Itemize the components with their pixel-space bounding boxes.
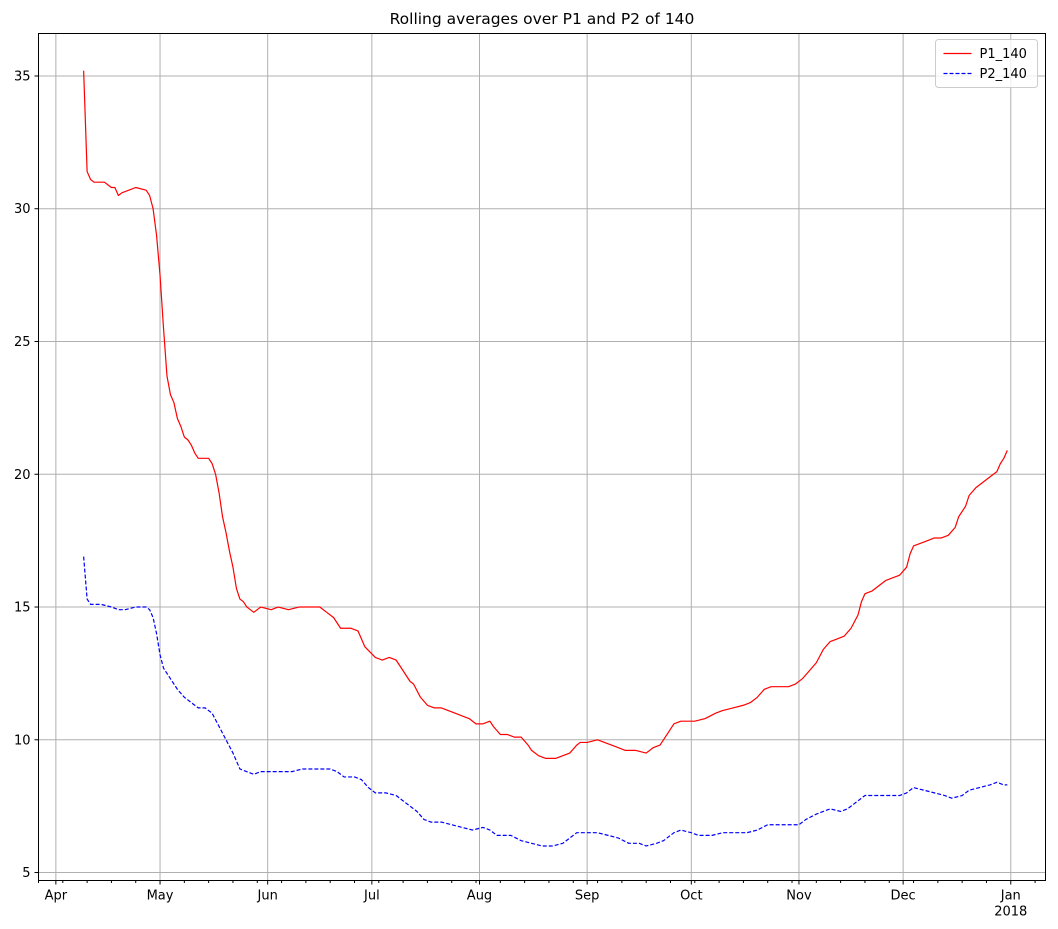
x-tick-label: Jul bbox=[363, 889, 380, 904]
y-tick-label: 35 bbox=[14, 69, 31, 84]
legend: P1_140 P2_140 bbox=[935, 39, 1038, 88]
grid-lines bbox=[38, 33, 1046, 881]
x-tick-label: Apr bbox=[45, 889, 68, 904]
series-layer bbox=[83, 70, 1008, 847]
chart-title: Rolling averages over P1 and P2 of 140 bbox=[390, 10, 695, 28]
legend-label: P2_140 bbox=[980, 67, 1027, 82]
x-tick-label: Oct bbox=[680, 889, 702, 904]
y-tick-label: 15 bbox=[14, 601, 31, 616]
y-tick-label: 25 bbox=[14, 335, 31, 350]
y-tick-label: 20 bbox=[14, 468, 31, 483]
legend-label: P1_140 bbox=[980, 47, 1027, 62]
y-axis: 5 10 15 20 25 30 35 bbox=[14, 69, 39, 881]
x-tick-label: May bbox=[147, 889, 174, 904]
x-tick-label: Jan bbox=[1000, 889, 1021, 904]
y-tick-label: 10 bbox=[14, 733, 31, 748]
series-line-p1-140 bbox=[83, 70, 1008, 759]
legend-box bbox=[935, 39, 1038, 88]
x-tick-label: Jun bbox=[257, 889, 278, 904]
y-tick-label: 5 bbox=[22, 866, 30, 881]
x-tick-label: Nov bbox=[786, 889, 812, 904]
plot-frame bbox=[38, 33, 1046, 881]
y-tick-label: 30 bbox=[14, 202, 31, 217]
series-line-p2-140 bbox=[83, 556, 1008, 847]
x-tick-sublabel: 2018 bbox=[994, 905, 1027, 920]
x-tick-label: Aug bbox=[467, 889, 492, 904]
x-tick-label: Sep bbox=[575, 889, 600, 904]
x-tick-label: Dec bbox=[891, 889, 916, 904]
